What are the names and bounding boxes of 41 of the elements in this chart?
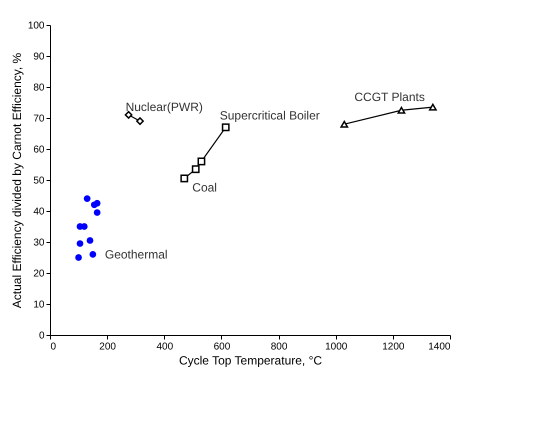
y-tick-label: 0 <box>38 330 45 342</box>
point <box>398 106 406 114</box>
point <box>180 174 188 182</box>
x-tick-label: 600 <box>214 342 231 352</box>
point <box>94 200 100 207</box>
point <box>198 157 206 166</box>
point <box>76 240 84 247</box>
x-tick-label: 1200 <box>382 342 405 352</box>
x-tick-label: 1000 <box>325 342 348 352</box>
point <box>94 209 100 216</box>
y-tick-label: 10 <box>33 300 45 310</box>
series-label: Nuclear(PWR) <box>126 100 203 114</box>
point <box>136 117 144 126</box>
x-tick-label: 200 <box>99 342 116 352</box>
series-label: Geothermal <box>104 247 168 262</box>
point <box>192 165 200 174</box>
y-tick-label: 80 <box>33 82 45 94</box>
x-tick-label: 0 <box>50 342 56 352</box>
point <box>340 120 348 128</box>
point <box>86 237 94 244</box>
series-label: Coal <box>192 180 217 194</box>
y-tick-label: 70 <box>33 114 45 124</box>
y-tick-label: 40 <box>33 206 45 218</box>
point <box>222 123 230 132</box>
y-tick-label: 90 <box>33 52 45 62</box>
y-tick-label: 50 <box>33 176 45 186</box>
point <box>84 195 90 202</box>
y-tick-label: 60 <box>33 144 45 156</box>
annotation: Supercritical Boiler <box>220 108 320 122</box>
point <box>90 251 96 258</box>
y-tick-label: 20 <box>33 268 45 280</box>
x-tick-label: 400 <box>156 342 174 352</box>
y-tick-label: 30 <box>33 238 45 248</box>
x-tick-label: 800 <box>270 342 288 352</box>
x-tick-label: 1400 <box>428 342 451 352</box>
point <box>75 254 82 261</box>
y-tick-label: 100 <box>28 20 45 32</box>
y-axis-title: Actual Efficiency divided by Carnot Efficiency, % <box>10 52 24 308</box>
point <box>428 104 437 111</box>
series-label: CCGT Plants <box>354 90 425 104</box>
x-axis-title: Cycle Top Temperature, °C <box>178 354 322 368</box>
